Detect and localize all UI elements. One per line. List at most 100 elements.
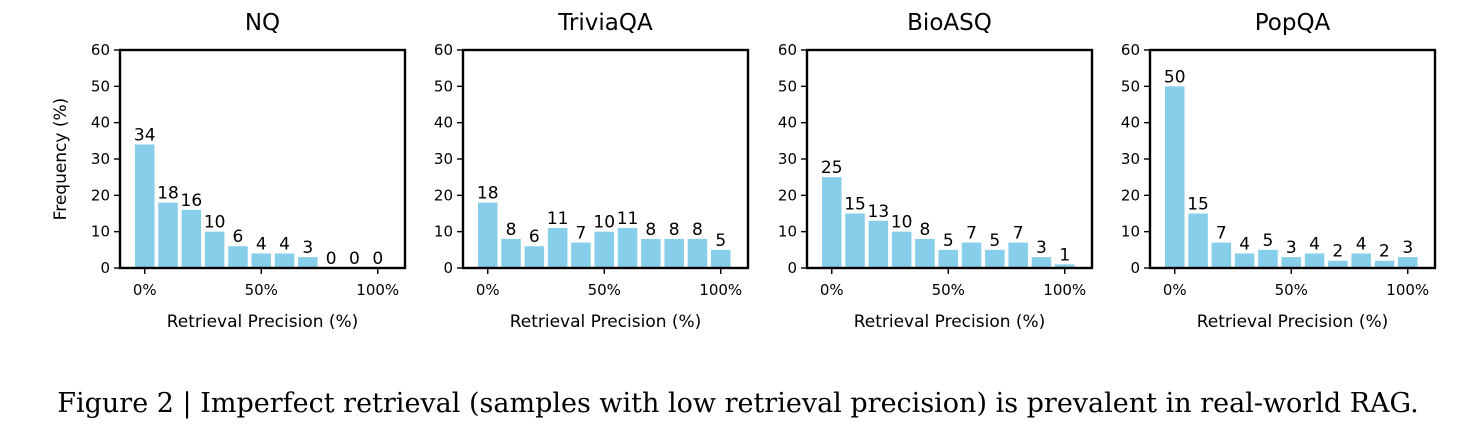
data-label: 3 xyxy=(1402,238,1413,258)
data-label: 5 xyxy=(715,231,726,251)
y-tick-label: 10 xyxy=(778,223,797,241)
data-label: 4 xyxy=(1239,234,1250,254)
data-label: 3 xyxy=(1286,238,1297,258)
y-tick-label: 40 xyxy=(91,114,110,132)
figure-caption: Figure 2 | Imperfect retrieval (samples … xyxy=(57,388,1419,419)
bar xyxy=(1031,257,1052,268)
data-label: 3 xyxy=(302,238,313,258)
bar xyxy=(891,231,912,268)
data-label: 5 xyxy=(989,231,1000,251)
data-label: 15 xyxy=(1187,195,1209,215)
y-tick-label: 60 xyxy=(1121,41,1140,59)
y-tick-label: 30 xyxy=(91,150,110,168)
data-label: 8 xyxy=(645,220,656,240)
y-tick-label: 30 xyxy=(1121,150,1140,168)
data-label: 18 xyxy=(157,184,179,204)
data-label: 15 xyxy=(844,195,866,215)
bar xyxy=(711,249,731,268)
data-label: 8 xyxy=(506,220,517,240)
bar xyxy=(1351,253,1371,268)
bar xyxy=(251,253,271,268)
data-label: 6 xyxy=(233,227,244,247)
data-label: 50 xyxy=(1164,67,1186,87)
bar xyxy=(228,246,248,268)
bar xyxy=(478,202,498,268)
data-label: 6 xyxy=(529,227,540,247)
x-tick-label: 50% xyxy=(588,281,621,299)
bar xyxy=(298,257,318,268)
bar xyxy=(868,220,889,268)
y-tick-label: 50 xyxy=(1121,77,1140,95)
data-label: 5 xyxy=(1263,231,1274,251)
bar xyxy=(687,238,708,268)
data-label: 10 xyxy=(204,213,226,233)
data-label: 34 xyxy=(134,125,156,145)
data-label: 2 xyxy=(1379,242,1390,262)
bar xyxy=(1398,257,1418,268)
chart-title: PopQA xyxy=(1255,10,1331,36)
x-tick-label: 0% xyxy=(1163,281,1187,299)
bar xyxy=(158,202,178,268)
data-label: 5 xyxy=(943,231,954,251)
x-tick-label: 0% xyxy=(133,281,157,299)
data-label: 7 xyxy=(1013,224,1024,244)
data-label: 0 xyxy=(349,249,360,269)
chart-title: NQ xyxy=(245,10,280,36)
data-label: 4 xyxy=(1309,234,1320,254)
chart-title: BioASQ xyxy=(907,10,992,36)
bar xyxy=(1234,253,1255,268)
x-tick-label: 50% xyxy=(245,281,278,299)
data-label: 25 xyxy=(821,158,843,178)
bar xyxy=(1281,257,1301,268)
y-tick-label: 20 xyxy=(91,186,110,204)
data-label: 7 xyxy=(1216,224,1227,244)
y-tick-label: 60 xyxy=(434,41,453,59)
bar xyxy=(524,246,545,268)
y-tick-label: 40 xyxy=(434,114,453,132)
data-label: 7 xyxy=(576,224,587,244)
x-tick-label: 50% xyxy=(1275,281,1308,299)
x-tick-label: 0% xyxy=(476,281,500,299)
bar xyxy=(1165,86,1185,268)
data-label: 4 xyxy=(256,234,267,254)
y-tick-label: 0 xyxy=(443,259,453,277)
y-tick-label: 20 xyxy=(434,186,453,204)
data-label: 7 xyxy=(966,224,977,244)
y-tick-label: 50 xyxy=(91,77,110,95)
y-tick-label: 40 xyxy=(778,114,797,132)
y-tick-label: 60 xyxy=(778,41,797,59)
data-label: 11 xyxy=(617,209,639,229)
x-tick-label: 100% xyxy=(356,281,399,299)
bar xyxy=(204,231,225,268)
data-label: 4 xyxy=(1356,234,1367,254)
x-tick-label: 100% xyxy=(1386,281,1429,299)
data-label: 2 xyxy=(1332,242,1343,262)
data-label: 8 xyxy=(920,220,931,240)
bar xyxy=(1211,242,1232,268)
bar xyxy=(985,249,1005,268)
data-label: 18 xyxy=(477,184,499,204)
bar xyxy=(501,238,521,268)
data-label: 16 xyxy=(181,191,203,211)
data-label: 0 xyxy=(372,249,383,269)
bar xyxy=(594,231,614,268)
data-label: 8 xyxy=(669,220,680,240)
chart-title: TriviaQA xyxy=(557,10,653,36)
y-tick-label: 10 xyxy=(434,223,453,241)
x-tick-label: 50% xyxy=(932,281,965,299)
data-label: 10 xyxy=(593,213,615,233)
bar xyxy=(961,242,982,268)
bar xyxy=(274,253,295,268)
bar xyxy=(1258,249,1278,268)
data-label: 0 xyxy=(326,249,337,269)
x-axis-label: Retrieval Precision (%) xyxy=(510,312,702,332)
y-tick-label: 50 xyxy=(778,77,797,95)
y-tick-label: 0 xyxy=(1130,259,1140,277)
bar xyxy=(547,228,568,268)
y-tick-label: 20 xyxy=(778,186,797,204)
x-axis-label: Retrieval Precision (%) xyxy=(1197,312,1389,332)
